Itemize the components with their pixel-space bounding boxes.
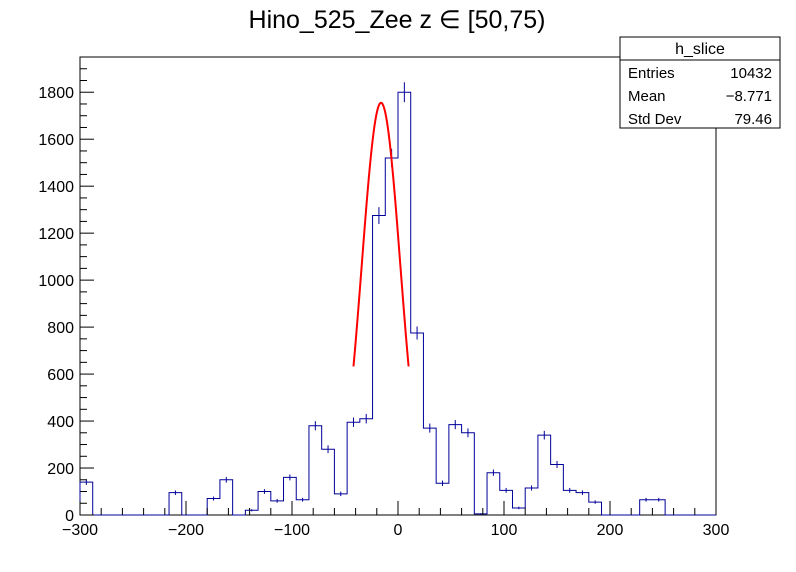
- x-tick-label: −300: [62, 522, 98, 539]
- x-tick-label: −200: [168, 522, 204, 539]
- x-tick-label: 200: [597, 522, 624, 539]
- y-tick-label: 1000: [38, 273, 74, 290]
- y-tick-label: 200: [47, 461, 74, 478]
- stats-stddev-label: Std Dev: [628, 111, 682, 128]
- axes: −300 −200 −100 0 100 200 300 0 200 400 600 800 1000 1…: [38, 56, 730, 539]
- stats-box-frame: [619, 36, 781, 129]
- y-tick-label: 400: [47, 414, 74, 431]
- y-tick-label: 1800: [38, 85, 74, 102]
- y-tick-label: 600: [47, 367, 74, 384]
- x-tick-label: 0: [394, 522, 403, 539]
- y-tick-label: 1400: [38, 179, 74, 196]
- gaussian-fit-curve: [352, 101, 410, 367]
- stats-box-title: h_slice: [675, 41, 725, 58]
- stats-stddev-value: 79.46: [734, 111, 772, 128]
- histogram-outline: [79, 91, 716, 516]
- y-tick-label: 0: [65, 508, 74, 525]
- x-tick-label: −100: [274, 522, 310, 539]
- y-tick-label: 1200: [38, 226, 74, 243]
- stats-box: h_slice Entries 10432 Mean −8.771 Std De…: [619, 36, 781, 129]
- y-tick-label: 1600: [38, 132, 74, 149]
- stats-entries-value: 10432: [730, 65, 772, 82]
- chart-title: Hino_525_Zee z ∈ [50,75): [249, 6, 546, 34]
- x-tick-label: 100: [491, 522, 518, 539]
- histogram-bars: [79, 82, 716, 516]
- stats-mean-value: −8.771: [726, 88, 772, 105]
- y-tick-label: 800: [47, 320, 74, 337]
- x-tick-label: 300: [703, 522, 730, 539]
- stats-entries-label: Entries: [628, 65, 675, 82]
- stats-mean-label: Mean: [628, 88, 666, 105]
